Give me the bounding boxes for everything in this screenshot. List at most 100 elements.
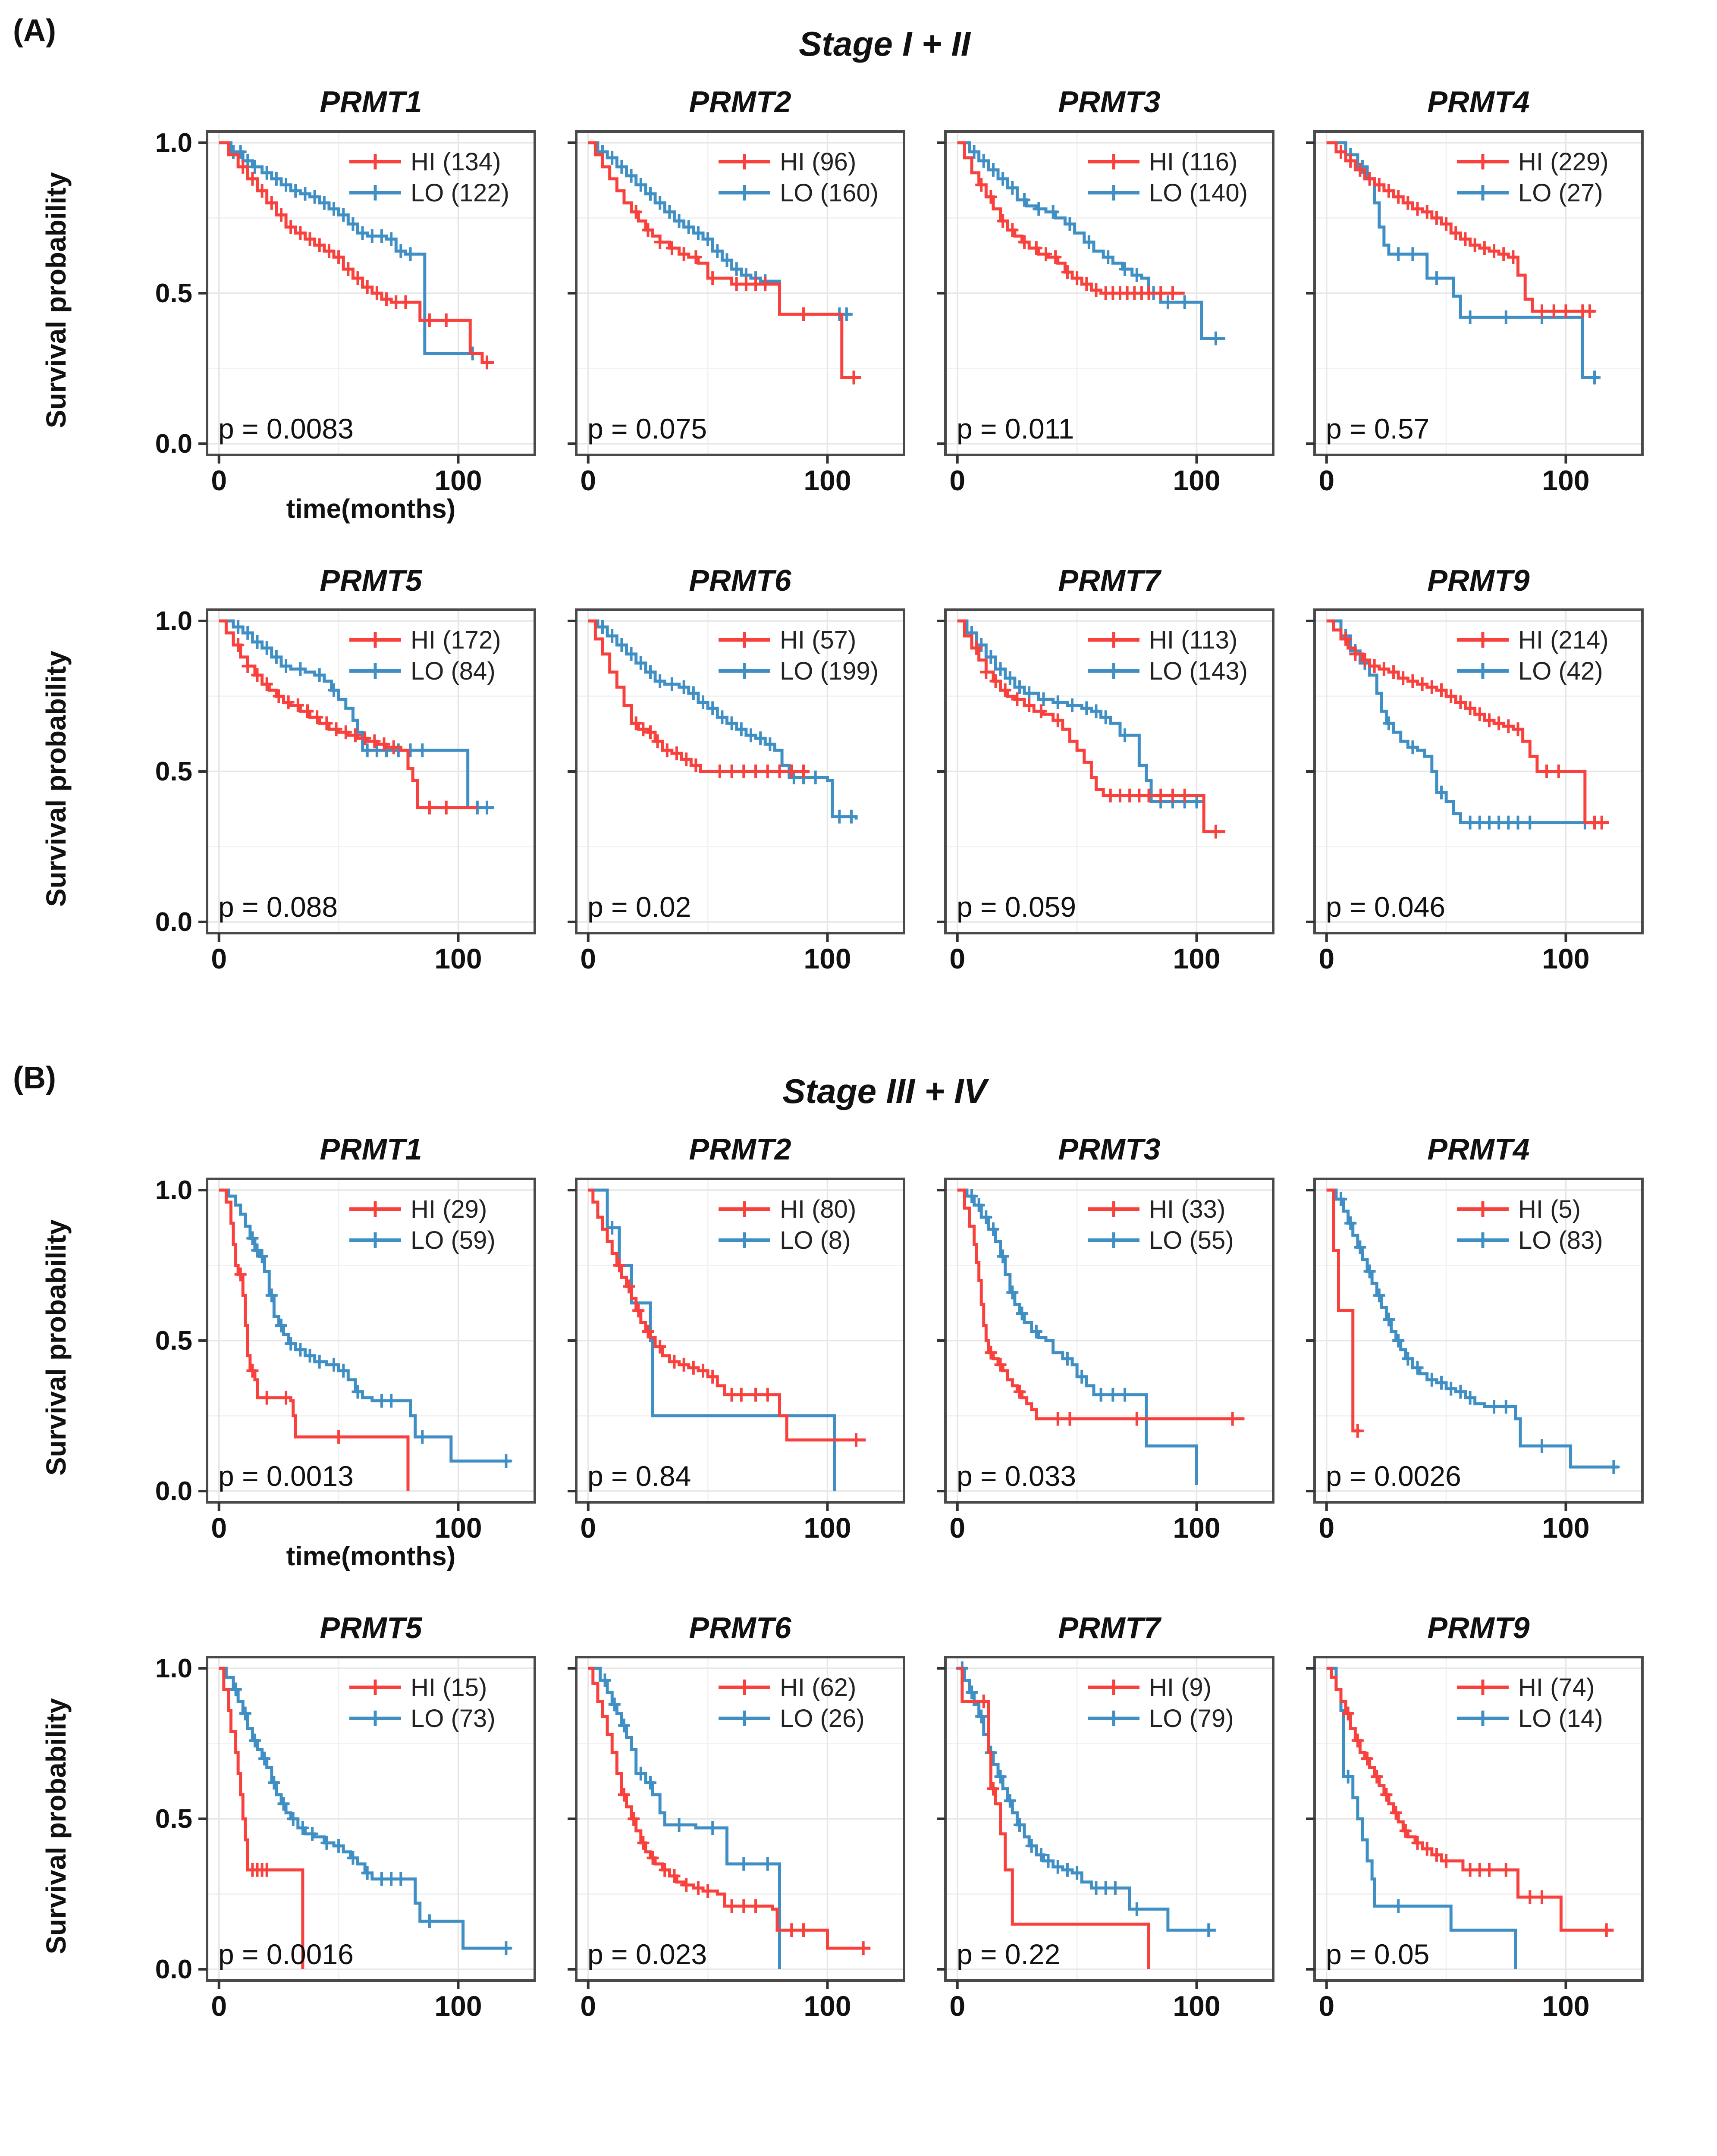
x-tick-label: 0	[580, 1512, 596, 1539]
km-plot-a-prmt6: 0 100 HI (57) LO (199) p = 0.02	[568, 608, 905, 970]
survival-curve-lo	[957, 1188, 1198, 1485]
subplot-title: PRMT6	[689, 563, 791, 597]
x-tick-label: 0	[1318, 1990, 1334, 2018]
subplot-b-prmt1: Survival probability PRMT1 1.0 0.5 0.0 0 100…	[41, 1132, 541, 1572]
p-value-label: p = 0.0026	[1326, 1460, 1461, 1492]
x-tick-label: 100	[804, 1990, 851, 2018]
legend-label-lo: LO (8)	[780, 1226, 851, 1254]
x-tick-label: 100	[1173, 943, 1220, 970]
x-tick-label: 0	[1318, 943, 1334, 970]
x-tick-label: 100	[1542, 943, 1589, 970]
km-plot-a-prmt1: 1.0 0.5 0.0 0 100 HI (134) LO (122) p = 0.0083	[155, 128, 536, 492]
subplot-b-prmt4: PRMT4 0 100 HI (5) LO (83) p = 0.0026	[1303, 1132, 1648, 1539]
panel-a-header: (A) Stage I + II	[13, 13, 1717, 67]
km-plot-a-prmt3: 0 100 HI (116) LO (140) p = 0.011	[937, 130, 1274, 492]
x-tick-label: 0	[949, 1512, 965, 1539]
km-plot-b-prmt3: 0 100 HI (33) LO (55) p = 0.033	[937, 1177, 1274, 1539]
legend-label-lo: LO (26)	[780, 1705, 865, 1733]
subplot-b-prmt3: PRMT3 0 100 HI (33) LO (55) p = 0.033	[934, 1132, 1279, 1539]
x-tick-label: 0	[580, 943, 596, 970]
legend-label-hi: HI (116)	[1149, 148, 1237, 176]
x-tick-label: 0	[211, 464, 227, 492]
subplot-title: PRMT1	[320, 85, 422, 119]
x-tick-label: 100	[804, 943, 851, 970]
p-value-label: p = 0.22	[957, 1938, 1060, 1970]
x-axis-label: time(months)	[286, 1541, 456, 1571]
km-plot-b-prmt4: 0 100 HI (5) LO (83) p = 0.0026	[1306, 1177, 1644, 1539]
x-tick-label: 100	[434, 943, 482, 970]
subplot-title: PRMT9	[1427, 1611, 1530, 1645]
subplot-a-prmt4: PRMT4 0 100 HI (229) LO (27) p = 0.57	[1303, 85, 1648, 492]
y-tick-label: 1.0	[155, 606, 192, 636]
x-tick-label: 0	[580, 464, 596, 492]
legend-label-hi: HI (172)	[411, 626, 501, 654]
subplot-a-prmt2: PRMT2 0 100 HI (96) LO (160) p = 0.075	[565, 85, 910, 492]
x-tick-label: 100	[1173, 464, 1220, 492]
panel-b-title: Stage III + IV	[782, 1072, 987, 1110]
x-tick-label: 100	[1542, 1512, 1589, 1539]
panel-b-header: (B) Stage III + IV	[13, 1061, 1717, 1115]
x-tick-label: 0	[949, 1990, 965, 2018]
subplot-title: PRMT4	[1427, 1132, 1530, 1166]
p-value-label: p = 0.57	[1326, 413, 1429, 445]
legend-label-lo: LO (84)	[411, 657, 496, 685]
panel-stage-3-4: (B) Stage III + IV Survival probability …	[13, 1061, 1717, 2018]
x-tick-label: 0	[211, 943, 227, 970]
legend-label-hi: HI (214)	[1518, 626, 1609, 654]
legend-label-hi: HI (74)	[1518, 1673, 1595, 1702]
subplot-title: PRMT1	[320, 1132, 422, 1166]
y-tick-label: 0.0	[155, 907, 192, 937]
y-tick-label: 1.0	[155, 1175, 192, 1205]
y-tick-label: 0.0	[155, 1476, 192, 1506]
legend-label-hi: HI (9)	[1149, 1673, 1212, 1702]
km-plot-b-prmt7: 0 100 HI (9) LO (79) p = 0.22	[937, 1656, 1274, 2018]
km-plot-b-prmt9: 0 100 HI (74) LO (14) p = 0.05	[1306, 1656, 1644, 2018]
p-value-label: p = 0.0013	[218, 1460, 354, 1492]
survival-curve-lo	[1326, 1188, 1619, 1469]
y-tick-label: 0.5	[155, 757, 192, 787]
km-plot-b-prmt2: 0 100 HI (80) LO (8) p = 0.84	[568, 1177, 905, 1539]
legend-label-lo: LO (27)	[1518, 179, 1603, 207]
x-tick-label: 0	[580, 1990, 596, 2018]
subplot-title: PRMT6	[689, 1611, 791, 1645]
x-tick-label: 100	[804, 1512, 851, 1539]
subplot-a-prmt5: Survival probability PRMT5 1.0 0.5 0.0 0 100…	[41, 563, 541, 970]
subplot-title: PRMT5	[320, 563, 422, 597]
legend-label-lo: LO (55)	[1149, 1226, 1234, 1254]
legend-label-lo: LO (59)	[411, 1226, 496, 1254]
p-value-label: p = 0.05	[1326, 1938, 1429, 1970]
x-tick-label: 100	[434, 1512, 482, 1539]
p-value-label: p = 0.033	[957, 1460, 1076, 1492]
x-tick-label: 100	[1173, 1990, 1220, 2018]
survival-curve-hi	[1326, 1188, 1360, 1432]
y-axis-label: Survival probability	[41, 172, 72, 428]
y-axis-label: Survival probability	[41, 650, 72, 907]
legend-label-lo: LO (143)	[1149, 657, 1248, 685]
panel-a-row-2: Survival probability PRMT5 1.0 0.5 0.0 0 100…	[41, 563, 1717, 970]
legend-label-lo: LO (14)	[1518, 1705, 1603, 1733]
x-tick-label: 100	[1542, 1990, 1589, 2018]
km-plot-a-prmt7: 0 100 HI (113) LO (143) p = 0.059	[937, 608, 1274, 970]
legend-label-hi: HI (80)	[780, 1195, 856, 1223]
legend-label-lo: LO (199)	[780, 657, 879, 685]
legend-label-lo: LO (83)	[1518, 1226, 1603, 1254]
x-tick-label: 0	[1318, 464, 1334, 492]
x-tick-label: 0	[949, 943, 965, 970]
km-plot-a-prmt2: 0 100 HI (96) LO (160) p = 0.075	[568, 130, 905, 492]
survival-curve-lo	[1326, 1667, 1517, 1969]
subplot-title: PRMT4	[1427, 85, 1530, 119]
survival-curve-hi	[957, 1188, 1245, 1420]
x-tick-label: 100	[434, 1990, 482, 2018]
panel-stage-1-2: (A) Stage I + II Survival probability PR…	[13, 13, 1717, 970]
km-plot-a-prmt5: 1.0 0.5 0.0 0 100 HI (172) LO (84) p = 0.088	[155, 606, 536, 970]
x-tick-label: 0	[1318, 1512, 1334, 1539]
legend-label-hi: HI (15)	[411, 1673, 487, 1702]
y-tick-label: 0.5	[155, 1326, 192, 1356]
p-value-label: p = 0.075	[587, 413, 707, 445]
subplot-title: PRMT3	[1058, 85, 1161, 119]
y-tick-label: 0.5	[155, 1804, 192, 1834]
panel-a-title: Stage I + II	[799, 25, 970, 63]
km-plot-b-prmt1: 1.0 0.5 0.0 0 100 HI (29) LO (59) p = 0.0013	[155, 1175, 536, 1539]
subplot-title: PRMT3	[1058, 1132, 1161, 1166]
x-tick-label: 100	[804, 464, 851, 492]
